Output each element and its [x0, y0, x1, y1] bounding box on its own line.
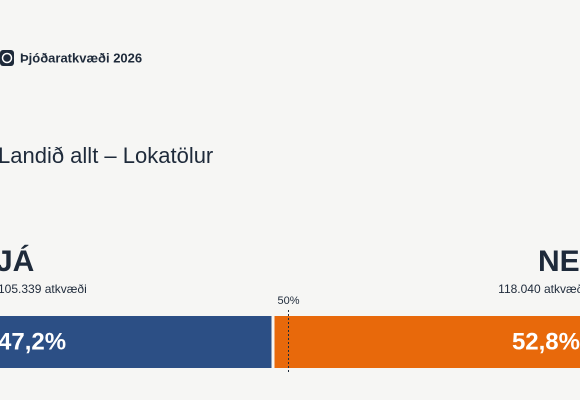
bar-segment	[274, 316, 580, 368]
value-label: 52,8%	[512, 328, 580, 355]
vote-count: 118.040 atkvæði	[498, 282, 580, 296]
option-name: JÁ	[0, 244, 34, 278]
bar-segment	[0, 316, 272, 368]
header-title: Þjóðaratkvæði 2026	[20, 50, 142, 65]
value-label: 47,2%	[0, 328, 66, 355]
chart-title: Landið allt – Lokatölur	[0, 143, 213, 168]
vote-count: 105.339 atkvæði	[0, 282, 87, 296]
logo-mark	[1, 52, 13, 64]
option-name: NEI	[538, 245, 580, 278]
logo	[0, 50, 14, 66]
reference-label: 50%	[277, 295, 299, 307]
